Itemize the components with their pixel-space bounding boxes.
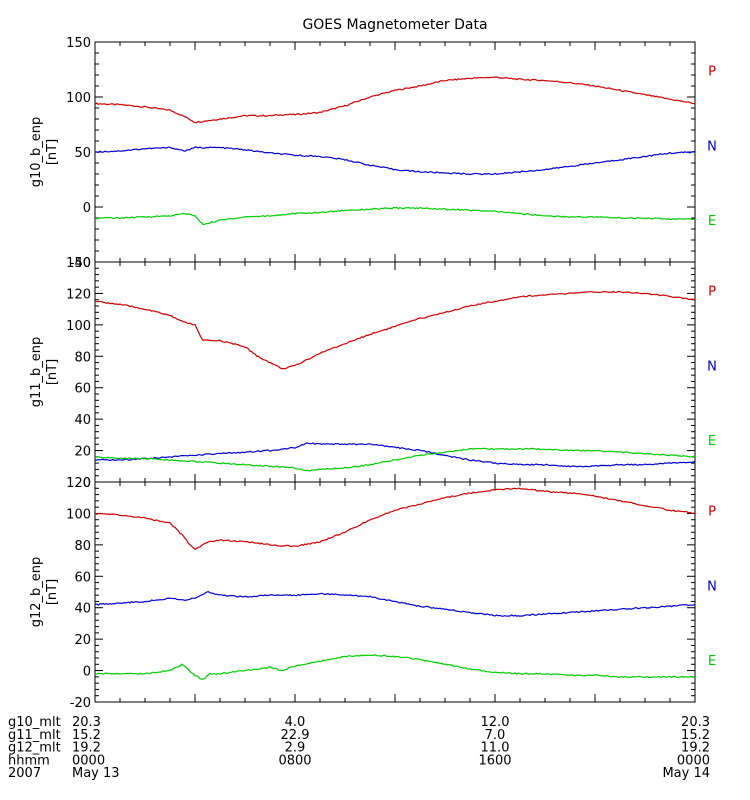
panel-3: 120 100 80 60 40 20 0 -20 g12_b_enp [nT] P N E (29, 476, 717, 711)
panel-frame (94, 41, 696, 263)
y-tick-label: 120 (66, 287, 91, 302)
y-tick-label: 0 (83, 665, 91, 680)
footer-value: 22.9 (281, 728, 310, 743)
y-tick-label: -50 (70, 256, 91, 271)
footer-row-label: g12_mlt (8, 741, 61, 756)
y-tick-label: 80 (74, 539, 91, 554)
y-tick-label: 20 (74, 633, 91, 648)
footer-value: 1600 (478, 753, 511, 768)
y-tick-label: 60 (74, 382, 91, 397)
legend-entry-E: E (708, 214, 716, 229)
y-tick-label: 60 (74, 570, 91, 585)
y-tick-label: -20 (70, 696, 91, 711)
legend-entry-N: N (707, 139, 717, 154)
footer-value: 2.9 (285, 741, 306, 756)
footer-value: 11.0 (481, 741, 510, 756)
y-tick-label: 0 (83, 201, 91, 216)
legend-entry-N: N (707, 359, 717, 374)
footer-value: 7.0 (485, 728, 506, 743)
footer-value: 15.2 (72, 728, 101, 743)
footer-value: May 13 (72, 766, 120, 781)
footer-value: 20.3 (72, 715, 101, 730)
y-tick-label: 100 (66, 507, 91, 522)
footer-value: 20.3 (681, 715, 710, 730)
series-line-E (95, 206, 695, 226)
footer-row-label: 2007 (8, 766, 41, 781)
legend-entry-P: P (708, 65, 716, 80)
y-tick-label: 140 (66, 256, 91, 271)
panel-2: 140 120 100 80 60 40 20 0 g11_b_enp [nT] P N E (29, 256, 717, 491)
footer-value: 19.2 (72, 741, 101, 756)
time-axis-footer: g10_mlt 20.3 4.0 12.0 20.3 g11_mlt 15.2 22.9 7.0… (8, 715, 710, 781)
y-axis-unit: [nT] (45, 139, 60, 165)
series-line-N (95, 146, 695, 176)
footer-value: 12.0 (481, 715, 510, 730)
footer-value: 4.0 (285, 715, 306, 730)
series-line-E (95, 653, 695, 680)
series-line-N (95, 442, 695, 468)
y-axis-label: g11_b_enp (29, 337, 44, 408)
series-line-E (95, 447, 695, 472)
footer-value: 19.2 (681, 741, 710, 756)
footer-value: May 14 (662, 766, 710, 781)
legend-entry-E: E (708, 654, 716, 669)
footer-row-label: g11_mlt (8, 728, 61, 743)
y-tick-label: 20 (74, 445, 91, 460)
panel-1: 150 100 50 0 -50 g10_b_enp [nT] P N E (29, 36, 717, 271)
y-axis-unit: [nT] (45, 579, 60, 605)
legend-entry-P: P (708, 505, 716, 520)
legend-entry-P: P (708, 285, 716, 300)
legend-entry-N: N (707, 579, 717, 594)
series-line-P (95, 76, 695, 124)
footer-value: 0000 (677, 753, 710, 768)
footer-value: 0800 (278, 753, 311, 768)
panel-frame (94, 481, 696, 703)
y-tick-label: 100 (66, 319, 91, 334)
footer-row-label: g10_mlt (8, 715, 61, 730)
chart-title: GOES Magnetometer Data (302, 17, 487, 33)
y-tick-label: 150 (66, 36, 91, 51)
series-line-P (95, 487, 695, 551)
legend-entry-E: E (708, 434, 716, 449)
y-tick-label: 120 (66, 476, 91, 491)
y-axis-label: g12_b_enp (29, 557, 44, 628)
series-line-P (95, 290, 695, 370)
y-tick-label: 40 (74, 602, 91, 617)
footer-row-label: hhmm (8, 753, 50, 768)
series-line-N (95, 590, 695, 617)
y-tick-label: 100 (66, 91, 91, 106)
panel-frame (94, 261, 696, 483)
y-tick-label: 80 (74, 350, 91, 365)
y-axis-label: g10_b_enp (29, 117, 44, 188)
y-tick-label: 0 (83, 476, 91, 491)
y-axis-unit: [nT] (45, 359, 60, 385)
y-tick-label: 40 (74, 413, 91, 428)
footer-value: 15.2 (681, 728, 710, 743)
footer-value: 0000 (72, 753, 105, 768)
y-tick-label: 50 (74, 146, 91, 161)
